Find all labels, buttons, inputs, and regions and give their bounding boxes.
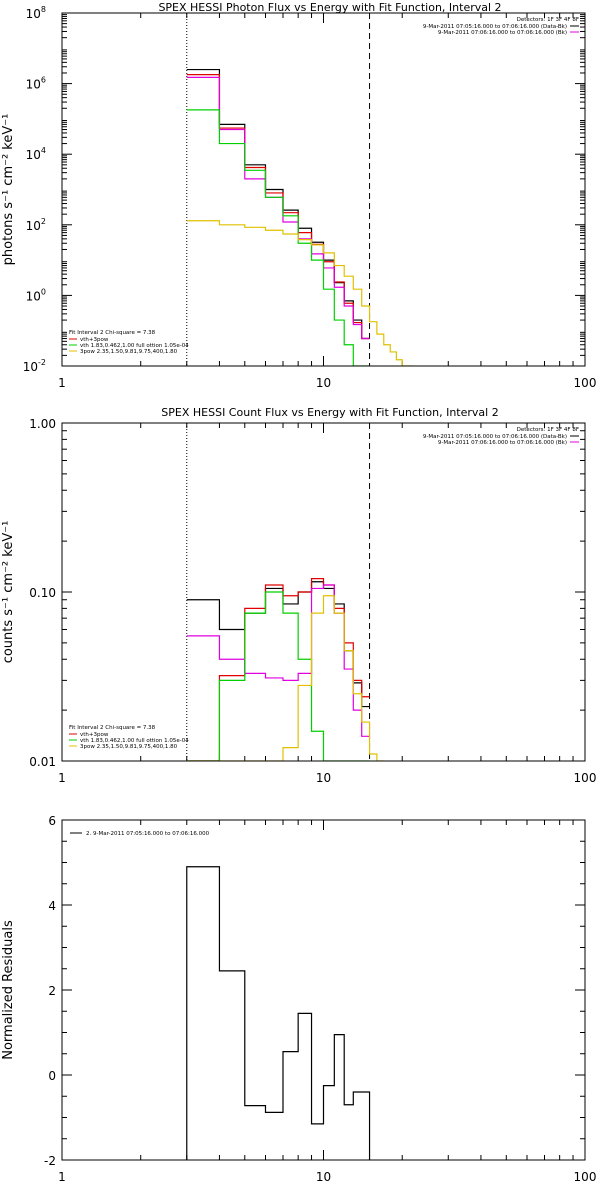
chart-title: SPEX HESSI Count Flux vs Energy with Fit… bbox=[161, 406, 498, 419]
y-tick-label: 0.10 bbox=[29, 586, 56, 600]
legend-label: 2. 9-Mar-2011 07:05:16.000 to 07:06:16.0… bbox=[86, 831, 210, 837]
time-interval-label: 9-Mar-2011 07:05:16.000 to 07:06:16.000 … bbox=[423, 434, 567, 440]
histogram-series-1 bbox=[186, 866, 371, 1160]
chart-panel-1: SPEX HESSI Photon Flux vs Energy with Fi… bbox=[1, 1, 596, 390]
y-tick-label: 10-2 bbox=[23, 358, 46, 374]
y-axis-label: photons s⁻¹ cm⁻² keV⁻¹ bbox=[1, 114, 16, 266]
histogram-series-4 bbox=[186, 109, 370, 366]
x-tick-label: 100 bbox=[574, 1170, 597, 1184]
histogram-series-4 bbox=[186, 591, 370, 761]
fit-function-label: vth+3pow bbox=[80, 337, 109, 343]
histogram-series-3 bbox=[186, 584, 370, 737]
histogram-series-5 bbox=[186, 220, 414, 366]
data-series-group bbox=[186, 578, 384, 761]
x-tick-label: 100 bbox=[574, 376, 597, 390]
y-tick-label: 106 bbox=[26, 76, 46, 92]
y-tick-label: 104 bbox=[26, 146, 46, 162]
chart-panel-3: Normalized Residuals 1 10 100 -2 0 2 4 6 2. 9-Mar… bbox=[1, 814, 596, 1184]
plot-frame bbox=[61, 819, 586, 1161]
time-interval-label: 9-Mar-2011 07:06:16.000 to 07:06:16.000 … bbox=[438, 30, 567, 36]
y-tick-label: 1.00 bbox=[29, 417, 56, 431]
fit-function-label: vth+3pow bbox=[80, 732, 109, 738]
histogram-series-2 bbox=[186, 578, 370, 761]
x-tick-label: 10 bbox=[316, 771, 331, 785]
x-tick-label: 100 bbox=[574, 771, 597, 785]
y-tick-label: 0.01 bbox=[29, 755, 56, 769]
fit-function-label: 3pow 2.35,1.50,9.81,9.75,400,1.80 bbox=[80, 744, 178, 750]
fit-function-label: 3pow 2.35,1.50,9.81,9.75,400,1.80 bbox=[80, 349, 178, 355]
time-interval-label: 9-Mar-2011 07:06:16.000 to 07:06:16.000 … bbox=[438, 440, 567, 446]
y-tick-label: 2 bbox=[48, 984, 56, 998]
x-tick-label: 1 bbox=[58, 771, 66, 785]
histogram-series-1 bbox=[186, 581, 370, 708]
x-tick-label: 10 bbox=[316, 1170, 331, 1184]
y-axis-label: Normalized Residuals bbox=[1, 920, 16, 1060]
detectors-label: Detectors: 1F 3F 4F 8F bbox=[517, 17, 579, 23]
x-tick-label: 1 bbox=[58, 376, 66, 390]
detectors-label: Detectors: 1F 3F 4F 8F bbox=[517, 427, 579, 433]
y-tick-label: 102 bbox=[26, 217, 46, 233]
y-tick-label: 6 bbox=[48, 814, 56, 828]
y-tick-label: 100 bbox=[26, 287, 46, 303]
histogram-series-2 bbox=[186, 73, 370, 340]
fit-info-label: Fit Interval 2 Chi-square = 7.38 bbox=[69, 330, 156, 336]
y-axis-label: counts s⁻¹ cm⁻² keV⁻¹ bbox=[1, 521, 16, 664]
histogram-series-3 bbox=[186, 76, 370, 340]
y-tick-label: -2 bbox=[44, 1154, 56, 1168]
x-tick-label: 1 bbox=[58, 1170, 66, 1184]
plot-frame bbox=[61, 12, 586, 367]
y-tick-label: 0 bbox=[48, 1069, 56, 1083]
time-interval-label: 9-Mar-2011 07:05:16.000 to 07:06:16.000 … bbox=[423, 24, 567, 30]
y-tick-label: 4 bbox=[48, 899, 56, 913]
fit-info-label: Fit Interval 2 Chi-square = 7.38 bbox=[69, 725, 156, 731]
fit-function-label: vth 1.83,0.462,1.00 full ottion 1.05e-04 bbox=[80, 738, 189, 744]
data-series-group bbox=[186, 866, 371, 1160]
data-series-group bbox=[186, 68, 414, 366]
plot-frame bbox=[61, 422, 586, 762]
histogram-series-5 bbox=[186, 595, 384, 761]
fit-function-label: vth 1.83,0.462,1.00 full ottion 1.05e-04 bbox=[80, 343, 189, 349]
y-tick-label: 108 bbox=[26, 5, 46, 21]
x-tick-label: 10 bbox=[316, 376, 331, 390]
chart-panel-2: SPEX HESSI Count Flux vs Energy with Fit… bbox=[1, 406, 596, 785]
chart-title: SPEX HESSI Photon Flux vs Energy with Fi… bbox=[158, 1, 501, 14]
